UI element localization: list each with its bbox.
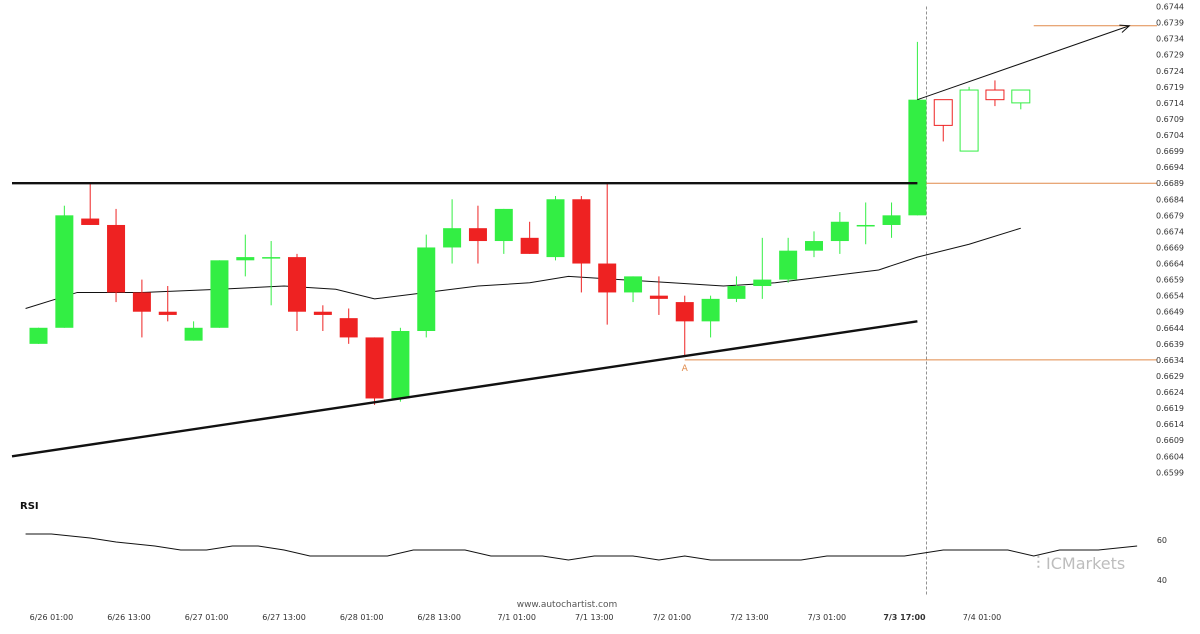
broker-logo: ⫶ ICMarkets <box>1036 553 1125 574</box>
candle-body <box>107 224 126 293</box>
x-tick-label: 6/26 13:00 <box>107 613 151 622</box>
y-tick-label: 0.6714 <box>1156 99 1184 108</box>
candle-body <box>494 208 513 242</box>
x-tick-label: 6/27 13:00 <box>262 613 306 622</box>
moving-average-line <box>25 227 1021 309</box>
y-tick-label: 0.6734 <box>1156 35 1184 44</box>
y-tick-label: 0.6689 <box>1156 179 1184 188</box>
candle-body <box>391 330 410 399</box>
y-tick-label: 0.6699 <box>1156 147 1184 156</box>
candle-body <box>598 263 617 293</box>
candle-body <box>339 318 358 338</box>
candle-body <box>365 337 384 399</box>
candle-body <box>468 228 487 242</box>
candle-body <box>236 257 255 261</box>
y-tick-label: 0.6604 <box>1156 452 1184 461</box>
broker-logo-suffix: Markets <box>1062 554 1125 573</box>
x-tick-label: 6/28 13:00 <box>417 613 461 622</box>
candle-body <box>81 218 100 225</box>
candle-body <box>546 199 565 258</box>
watermark-url: www.autochartist.com <box>517 600 618 610</box>
y-tick-label: 0.6644 <box>1156 324 1184 333</box>
candle-body <box>417 247 436 331</box>
candle-body <box>649 295 668 299</box>
candle-body <box>520 237 539 254</box>
y-tick-label: 0.6619 <box>1156 404 1184 413</box>
candle-body <box>830 221 849 242</box>
candle-body <box>184 327 203 341</box>
candle-body <box>158 311 177 315</box>
y-tick-label: 0.6659 <box>1156 276 1184 285</box>
y-tick-label: 0.6724 <box>1156 67 1184 76</box>
broker-logo-prefix: IC <box>1046 554 1062 573</box>
x-tick-label: 7/1 13:00 <box>575 613 613 622</box>
y-tick-label: 0.6634 <box>1156 356 1184 365</box>
rsi-label: RSI <box>20 501 39 512</box>
y-tick-label: 0.6744 <box>1156 3 1184 12</box>
candle-body <box>985 89 1005 101</box>
candle-body <box>882 215 901 225</box>
candle-body <box>805 241 823 251</box>
y-tick-label: 0.6719 <box>1156 83 1184 92</box>
candle-body <box>675 302 694 322</box>
y-tick-label: 0.6704 <box>1156 131 1184 140</box>
x-tick-label: 7/1 01:00 <box>497 613 535 622</box>
candle-body <box>727 286 746 299</box>
y-tick-label: 0.6614 <box>1156 420 1184 429</box>
candle-body <box>779 250 798 280</box>
candle-body <box>210 260 229 328</box>
candle-body <box>262 257 281 259</box>
candle-body <box>572 199 591 264</box>
y-tick-label: 0.6599 <box>1156 468 1184 477</box>
candle-body <box>1011 89 1031 104</box>
candle-body <box>29 327 48 344</box>
projection-arrowhead-icon <box>1119 24 1131 33</box>
y-tick-label: 0.6709 <box>1156 115 1184 124</box>
y-tick-label: 0.6684 <box>1156 195 1184 204</box>
candle-body <box>933 99 953 126</box>
rsi-tick-label: 60 <box>1157 536 1167 545</box>
candle-body <box>313 311 332 315</box>
candle-body <box>959 89 979 152</box>
candle-body <box>443 228 462 248</box>
candle-body <box>288 257 306 312</box>
candle-body <box>753 279 772 287</box>
y-tick-label: 0.6674 <box>1156 227 1184 236</box>
y-tick-label: 0.6669 <box>1156 243 1184 252</box>
projection-line <box>917 25 1130 101</box>
y-tick-label: 0.6654 <box>1156 292 1184 301</box>
x-tick-label: 7/3 17:00 <box>883 613 926 622</box>
y-tick-label: 0.6639 <box>1156 340 1184 349</box>
broker-logo-icon: ⫶ <box>1036 553 1041 574</box>
x-tick-label: 6/27 01:00 <box>185 613 229 622</box>
y-tick-label: 0.6629 <box>1156 372 1184 381</box>
candle-body <box>55 215 74 328</box>
y-tick-label: 0.6729 <box>1156 51 1184 60</box>
rsi-tick-label: 40 <box>1157 576 1167 585</box>
svg-text:ICMarkets: ICMarkets <box>1046 554 1125 573</box>
x-tick-label: 7/2 13:00 <box>730 613 768 622</box>
candle-body <box>624 276 643 293</box>
y-tick-label: 0.6609 <box>1156 436 1184 445</box>
y-tick-label: 0.6664 <box>1156 260 1184 269</box>
y-tick-label: 0.6694 <box>1156 163 1184 172</box>
x-tick-label: 7/3 01:00 <box>808 613 846 622</box>
y-tick-label: 0.6679 <box>1156 211 1184 220</box>
candle-body <box>132 292 151 312</box>
candle-body <box>908 99 927 216</box>
candle-body <box>701 298 720 322</box>
support-line <box>11 320 918 458</box>
candle-body <box>856 224 875 227</box>
point-a-label: A <box>682 364 689 374</box>
x-tick-label: 6/26 01:00 <box>30 613 74 622</box>
y-tick-label: 0.6624 <box>1156 388 1184 397</box>
x-tick-label: 6/28 01:00 <box>340 613 384 622</box>
y-tick-label: 0.6649 <box>1156 308 1184 317</box>
rsi-line <box>25 533 1138 561</box>
x-tick-label: 7/2 01:00 <box>653 613 691 622</box>
x-tick-label: 7/4 01:00 <box>963 613 1001 622</box>
y-tick-label: 0.6739 <box>1156 19 1184 28</box>
